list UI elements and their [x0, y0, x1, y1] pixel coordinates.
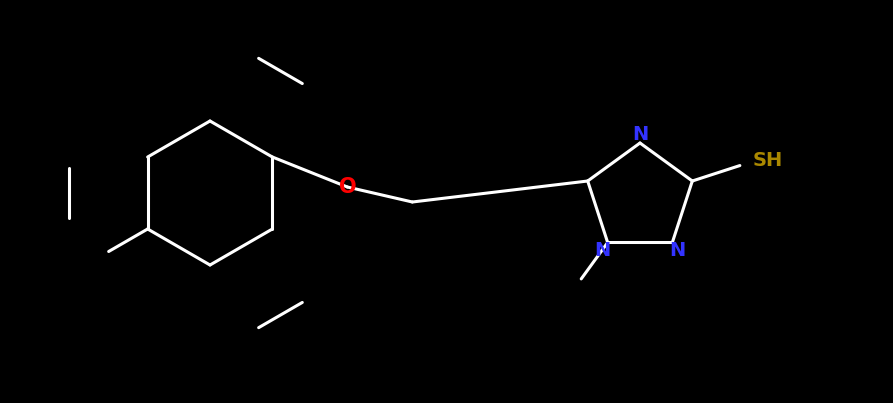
Text: SH: SH: [753, 151, 783, 170]
Text: N: N: [595, 241, 611, 260]
Text: N: N: [632, 125, 648, 145]
Text: O: O: [338, 177, 356, 197]
Text: N: N: [669, 241, 686, 260]
